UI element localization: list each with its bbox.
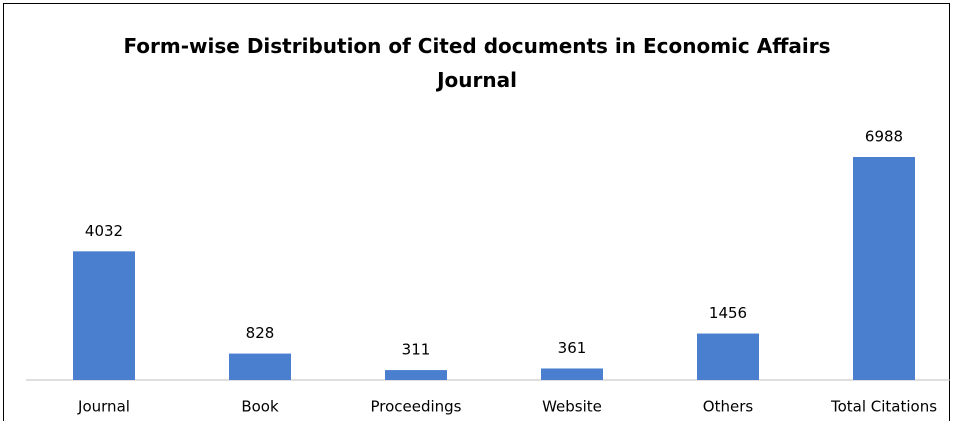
chart-title: Form-wise Distribution of Cited document…: [123, 34, 831, 92]
bar: [385, 370, 447, 380]
x-tick-label: Website: [542, 398, 602, 416]
data-label: 361: [558, 339, 587, 357]
data-label: 1456: [709, 304, 747, 322]
x-tick-label: Book: [241, 398, 279, 416]
x-tick-label: Journal: [77, 398, 130, 416]
x-tick-label: Others: [703, 398, 754, 416]
x-tick-label: Total Citations: [830, 398, 937, 416]
data-label: 4032: [85, 222, 123, 240]
chart-frame: [3, 3, 950, 421]
bar: [73, 251, 135, 380]
bar: [229, 353, 291, 380]
data-label: 828: [246, 324, 275, 342]
bar: [853, 157, 915, 380]
bar: [541, 368, 603, 380]
x-tick-label: Proceedings: [370, 398, 461, 416]
data-label: 311: [402, 341, 431, 359]
data-label: 6988: [865, 128, 903, 146]
bar: [697, 333, 759, 380]
